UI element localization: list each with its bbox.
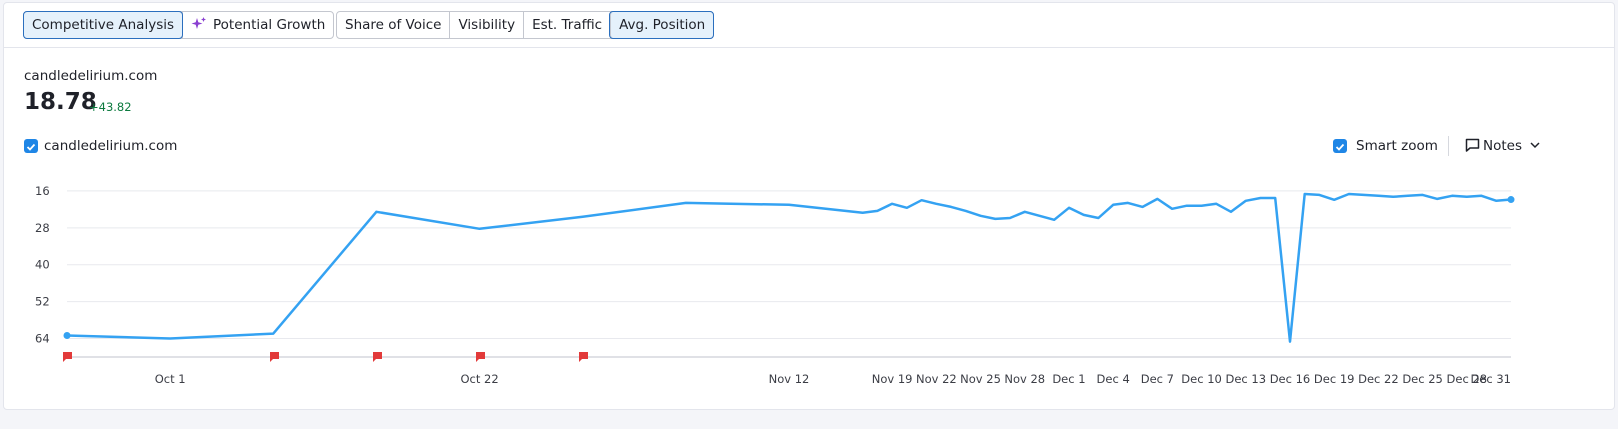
tab[interactable]: Est. Traffic xyxy=(523,12,610,38)
tab[interactable]: Visibility xyxy=(449,12,523,38)
notes-button[interactable]: Notes xyxy=(1465,138,1541,154)
legend-checkbox[interactable] xyxy=(24,139,38,153)
x-tick-label: Dec 10 xyxy=(1181,372,1222,386)
note-flags xyxy=(63,352,588,362)
panel: Competitive Analysis Potential Growth Sh… xyxy=(3,2,1615,410)
x-tick-label: Dec 1 xyxy=(1052,372,1085,386)
x-tick-label: Nov 22 xyxy=(916,372,957,386)
tab[interactable]: Competitive Analysis xyxy=(22,11,184,39)
x-tick-label: Dec 28 xyxy=(1447,372,1488,386)
end-point xyxy=(1507,196,1515,204)
x-tick-label: Dec 7 xyxy=(1141,372,1174,386)
end-point xyxy=(63,331,71,339)
domain: candledelirium.com xyxy=(24,68,158,84)
toolbar: Competitive Analysis Potential Growth Sh… xyxy=(4,3,1614,48)
view-switch: Competitive Analysis Potential Growth xyxy=(22,11,335,39)
chevron xyxy=(1530,142,1540,149)
smart-zoom-label[interactable]: Smart zoom xyxy=(1356,138,1438,154)
tab[interactable]: Share of Voice xyxy=(345,17,442,33)
smart-zoom-checkbox[interactable] xyxy=(1333,139,1347,153)
x-tick-label: Nov 19 xyxy=(872,372,913,386)
notes-label: Notes xyxy=(1483,138,1522,154)
tab[interactable]: Avg. Position xyxy=(609,11,715,39)
check xyxy=(26,143,36,151)
x-tick-label: Nov 28 xyxy=(1004,372,1045,386)
x-tick-label: Dec 19 xyxy=(1314,372,1355,386)
metric-change: +43.82 xyxy=(89,100,132,114)
notes-icon xyxy=(1465,138,1480,152)
y-tick-label: 28 xyxy=(35,221,50,235)
y-tick-label: 16 xyxy=(35,184,50,198)
legend-label[interactable]: candledelirium.com xyxy=(44,138,178,154)
y-tick-label: 40 xyxy=(35,258,50,272)
x-tick-label: Oct 1 xyxy=(155,372,186,386)
check xyxy=(1335,143,1345,151)
tab-label: Potential Growth xyxy=(213,17,326,33)
x-tick-label: Dec 16 xyxy=(1270,372,1311,386)
series-line xyxy=(66,192,1512,343)
x-tick-label: Nov 12 xyxy=(769,372,810,386)
metric-value: 18.78 xyxy=(24,89,97,115)
x-tick-label: Nov 25 xyxy=(960,372,1001,386)
metric-switch: Share of Voice Visibility Est. Traffic A… xyxy=(336,11,715,39)
x-tick-label: Dec 22 xyxy=(1358,372,1399,386)
x-tick-label: Oct 22 xyxy=(460,372,498,386)
x-tick-label: Dec 25 xyxy=(1402,372,1443,386)
tab[interactable]: Potential Growth xyxy=(182,12,333,38)
x-tick-label: Dec 4 xyxy=(1097,372,1130,386)
x-tick-label: Dec 13 xyxy=(1226,372,1267,386)
y-tick-label: 52 xyxy=(35,295,50,309)
sparkle-icon xyxy=(191,17,207,29)
y-tick-label: 64 xyxy=(35,332,50,346)
divider xyxy=(1448,136,1449,156)
x-tick-label: Dec 31 xyxy=(1470,372,1511,386)
